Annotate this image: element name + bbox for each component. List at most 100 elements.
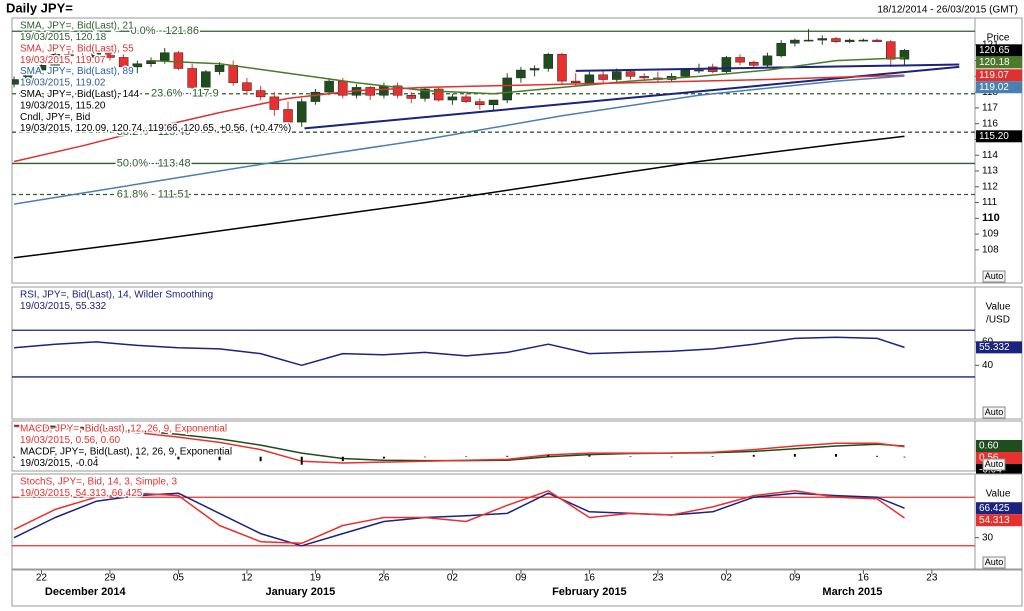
price-tag-label: 119.02: [979, 82, 1009, 93]
price-tag-label: 120.65: [979, 45, 1010, 56]
price-tag: [976, 69, 1022, 82]
price-tag-label: 0.56: [979, 453, 999, 464]
histogram-bar: [424, 456, 427, 458]
candle-body: [625, 71, 636, 77]
scale-button-label[interactable]: Auto: [985, 407, 1004, 417]
candle-body: [433, 88, 444, 101]
candle-body: [118, 57, 129, 68]
candle-body: [475, 101, 485, 106]
month-label: March 2015: [822, 586, 882, 598]
candle-body: [105, 50, 115, 58]
scale-button-label[interactable]: Auto: [985, 271, 1004, 281]
histogram-bar: [793, 454, 796, 457]
candle-body: [64, 54, 74, 57]
candle-body: [762, 55, 773, 66]
candle-body: [406, 95, 417, 99]
plot: [13, 424, 906, 465]
x-tick-label: 19: [310, 573, 322, 584]
legend-entry: SMA, JPY=, Bid(Last), 21: [20, 21, 134, 32]
price-tag-label: 119.07: [979, 70, 1009, 81]
panel-frame: [11, 473, 1023, 570]
candle-body: [776, 42, 786, 57]
candle-body: [255, 90, 266, 98]
axis-unit-label: Value: [986, 489, 1011, 500]
x-tick-label: 02: [721, 573, 733, 584]
series-line: [13, 75, 905, 205]
candle-body: [570, 80, 581, 83]
y-tick-label: 108: [982, 245, 999, 256]
y-tick-label: 109: [982, 229, 999, 240]
candle-body: [790, 39, 800, 44]
series-line: [13, 490, 905, 545]
candle-body: [420, 88, 430, 99]
legend-entry: 19/03/2015, 119.02: [20, 78, 106, 89]
legend-entry: StochS, JPY=, Bid, 14, 3, Simple, 3: [20, 477, 177, 488]
legend-entry: 19/03/2015, 54.313, 66.425: [20, 488, 143, 499]
y-tick-label: 111: [982, 197, 998, 208]
scale-button-label[interactable]: Auto: [985, 557, 1004, 567]
trend-line: [575, 63, 960, 72]
candle-body: [721, 57, 732, 72]
candle-body: [173, 52, 184, 69]
candle-body: [379, 85, 389, 96]
x-tick-label: 02: [447, 573, 459, 584]
y-tick-label: 112: [982, 181, 998, 192]
candle-body: [242, 82, 252, 91]
x-tick-label: 09: [789, 573, 801, 584]
scale-button[interactable]: [982, 270, 1006, 283]
scale-button[interactable]: [982, 406, 1006, 419]
x-tick-label: 29: [104, 573, 116, 584]
level-label: 61.8% - 111.51: [117, 188, 190, 200]
x-tick-label: 26: [378, 573, 390, 584]
level-label: 50.0% - 113.48: [117, 157, 191, 169]
price-tag-label: 115.20: [979, 131, 1009, 142]
histogram-bar: [218, 456, 221, 461]
axis-unit-label: Value: [986, 302, 1011, 313]
axis-unit-label: Price: [987, 33, 1010, 44]
candle-body: [36, 65, 47, 71]
candle-body: [187, 68, 197, 88]
histogram-bar: [834, 454, 837, 457]
scale-button-label[interactable]: Auto: [985, 459, 1004, 469]
level-label: 38.2% - 115.46: [117, 126, 191, 138]
scale-button[interactable]: [982, 458, 1006, 471]
legend-entry: 19/03/2015, 0.56, 0.60: [20, 435, 121, 446]
candle-body: [296, 101, 307, 123]
price-tag-label: 55.332: [979, 342, 1010, 353]
chart-title: Daily JPY=: [6, 0, 73, 15]
candle-body: [461, 96, 471, 102]
candle-body: [502, 77, 512, 101]
candle-body: [50, 54, 60, 66]
candle-body: [803, 39, 814, 42]
histogram-bar: [54, 456, 57, 459]
candle-body: [639, 76, 649, 79]
candle-body: [529, 68, 540, 71]
candle-body: [612, 71, 622, 80]
candle-body: [584, 74, 595, 83]
series-line: [14, 135, 905, 259]
histogram-bar: [547, 454, 550, 457]
histogram-bar: [136, 456, 139, 459]
candle-body: [488, 99, 499, 106]
price-tag-label: 66.425: [979, 503, 1010, 514]
y-tick-label: 40: [982, 360, 994, 371]
candle-body: [12, 79, 19, 85]
candle-body: [228, 65, 238, 83]
histogram-bar: [588, 455, 591, 457]
candle-body: [858, 39, 869, 42]
price-tag: [976, 514, 1022, 527]
candle-body: [324, 80, 334, 93]
y-tick-label: 117: [982, 103, 998, 114]
scale-button[interactable]: [982, 556, 1006, 569]
price-tag: [976, 130, 1022, 143]
legend-entry: MACDF, JPY=, Bid(Last), 12, 26, 9, Expon…: [20, 446, 232, 457]
plot: [12, 329, 975, 378]
histogram-bar: [300, 456, 303, 465]
y-tick-label: 114: [982, 150, 998, 161]
legend-entry: 19/03/2015, 119.07: [20, 55, 106, 66]
price-tag: [976, 440, 1022, 452]
panel-frame: [11, 420, 1023, 472]
price-tag-label: 0.60: [979, 441, 999, 452]
price-tag: [976, 341, 1022, 354]
